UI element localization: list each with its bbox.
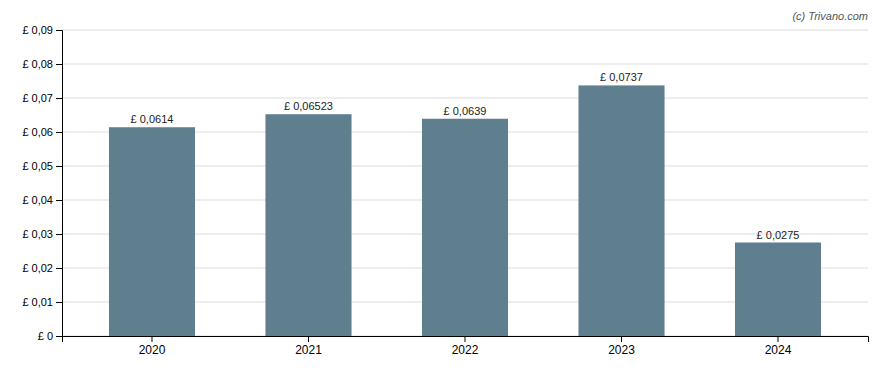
y-tick-label: £ 0,08 xyxy=(22,58,53,70)
y-tick: £ 0,01 xyxy=(22,296,62,308)
y-tick-mark xyxy=(56,268,62,269)
grid-line xyxy=(62,64,868,65)
y-tick: £ 0,07 xyxy=(22,92,62,104)
y-tick: £ 0,08 xyxy=(22,58,62,70)
y-tick-mark xyxy=(56,30,62,31)
bars xyxy=(109,85,821,336)
y-tick-label: £ 0,06 xyxy=(22,126,53,138)
y-tick-mark xyxy=(56,166,62,167)
x-tick-mark xyxy=(308,336,309,342)
y-tick-mark xyxy=(56,302,62,303)
x-tick-mark xyxy=(778,336,779,342)
y-tick-label: £ 0,01 xyxy=(22,296,53,308)
grid-line xyxy=(62,98,868,99)
bar xyxy=(109,127,195,336)
y-tick: £ 0,02 xyxy=(22,262,62,274)
bar xyxy=(578,85,664,336)
data-label: £ 0,06523 xyxy=(284,100,333,112)
x-tick: 2020 xyxy=(139,336,166,357)
x-tick-mark xyxy=(621,336,622,342)
y-tick: £ 0,06 xyxy=(22,126,62,138)
y-tick: £ 0,03 xyxy=(22,228,62,240)
x-tick: 2022 xyxy=(452,336,479,357)
y-tick-label: £ 0,03 xyxy=(22,228,53,240)
y-tick: £ 0,09 xyxy=(22,24,62,36)
x-tick: 2021 xyxy=(295,336,322,357)
data-label: £ 0,0275 xyxy=(757,229,800,241)
y-tick-label: £ 0,04 xyxy=(22,194,53,206)
data-label: £ 0,0614 xyxy=(131,113,174,125)
x-tick-label: 2020 xyxy=(139,343,166,357)
x-axis-line xyxy=(63,337,869,343)
x-tick-label: 2021 xyxy=(295,343,322,357)
y-tick-mark xyxy=(56,132,62,133)
grid xyxy=(62,30,868,336)
plot-root: 2020 2021 2022 2023 2024 £ 0 £ 0,01 £ 0,02 £ 0,0… xyxy=(22,10,868,357)
chart-svg: 2020 2021 2022 2023 2024 £ 0 £ 0,01 £ 0,02 £ 0,0… xyxy=(0,0,888,370)
y-tick-label: £ 0,07 xyxy=(22,92,53,104)
bar xyxy=(735,243,821,337)
y-tick-mark xyxy=(56,234,62,235)
y-tick-mark xyxy=(56,336,62,337)
y-tick-label: £ 0,09 xyxy=(22,24,53,36)
x-tick: 2024 xyxy=(765,336,792,357)
data-labels: £ 0,0614 £ 0,06523 £ 0,0639 £ 0,0737 £ 0,027… xyxy=(131,71,800,240)
x-tick-label: 2023 xyxy=(608,343,635,357)
data-label: £ 0,0639 xyxy=(444,105,487,117)
x-tick-mark xyxy=(465,336,466,342)
x-tick-mark xyxy=(151,336,152,342)
y-tick: £ 0 xyxy=(38,330,62,342)
x-tick-label: 2022 xyxy=(452,343,479,357)
x-axis: 2020 2021 2022 2023 2024 xyxy=(63,336,869,357)
y-axis: £ 0 £ 0,01 £ 0,02 £ 0,03 £ 0,04 £ 0,05 £ 0,06 £… xyxy=(22,24,62,342)
y-tick-label: £ 0,05 xyxy=(22,160,53,172)
y-tick-mark xyxy=(56,98,62,99)
bar xyxy=(265,114,351,336)
x-tick-label: 2024 xyxy=(765,343,792,357)
bar xyxy=(422,119,508,336)
chart-container: 2020 2021 2022 2023 2024 £ 0 £ 0,01 £ 0,02 £ 0,0… xyxy=(0,0,888,370)
y-tick-label: £ 0 xyxy=(38,330,53,342)
y-tick-label: £ 0,02 xyxy=(22,262,53,274)
y-axis-line xyxy=(56,31,63,337)
x-tick: 2023 xyxy=(608,336,635,357)
y-tick-mark xyxy=(56,64,62,65)
y-tick: £ 0,05 xyxy=(22,160,62,172)
y-tick-mark xyxy=(56,200,62,201)
y-tick: £ 0,04 xyxy=(22,194,62,206)
data-label: £ 0,0737 xyxy=(600,71,643,83)
grid-line xyxy=(62,30,868,31)
annotation: (c) Trivano.com xyxy=(792,10,868,22)
